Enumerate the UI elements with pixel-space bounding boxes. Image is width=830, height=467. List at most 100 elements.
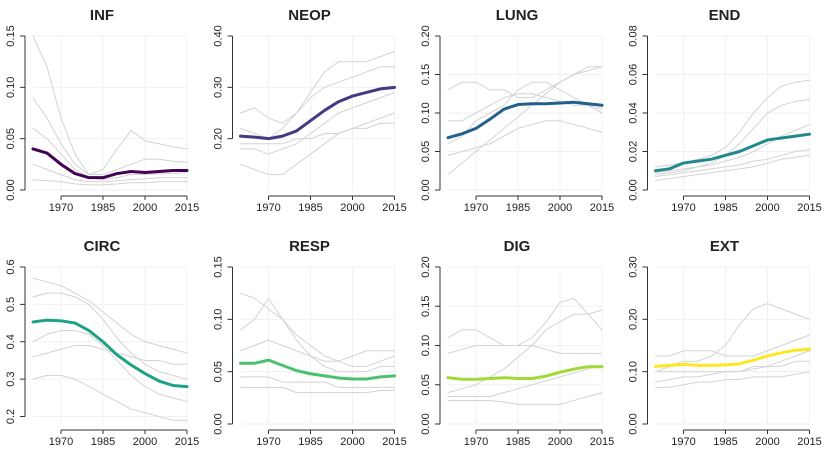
x-tick-label: 2000 [755,436,779,448]
background-line [32,374,188,421]
y-tick-label: 0.15 [5,25,17,46]
x-tick-label: 2015 [382,436,406,448]
panel-title: LUNG [496,7,539,24]
highlight-line [239,85,396,141]
background-line [447,392,603,405]
y-tick-label: 0.05 [420,141,432,162]
x-tick-label: 2015 [590,202,614,214]
y-tick-label: 0.10 [420,102,432,123]
background-line [240,376,395,388]
background-line [655,124,810,174]
y-tick-label: 0.10 [212,309,224,330]
background-line [447,120,603,156]
x-tick-label: 1970 [464,436,488,448]
x-tick-label: 2015 [175,202,199,214]
y-tick-label: 0.3 [5,371,17,386]
x-tick-label: 2015 [175,436,199,448]
background-line [655,99,810,176]
background-line [32,179,188,186]
background-line [240,50,395,124]
y-tick-label: 0.08 [627,25,639,46]
y-tick-label: 0.4 [5,334,17,349]
y-tick-label: 0.6 [5,259,17,274]
panel-title: NEOP [288,7,331,24]
background-line [240,386,395,394]
background-line [447,309,603,394]
background-line [32,127,188,181]
background-line [655,154,810,181]
y-tick-label: 0.20 [420,25,432,46]
x-tick-label: 1970 [671,202,695,214]
y-tick-label: 0.00 [5,179,17,200]
y-tick-label: 0.00 [420,179,432,200]
x-tick-label: 2000 [340,436,364,448]
y-tick-label: 0.10 [5,77,17,98]
y-tick-label: 0.04 [627,102,639,123]
background-line [655,149,810,178]
y-tick-label: 0.30 [627,256,639,277]
y-tick-label: 0.10 [627,361,639,382]
background-line [32,163,188,183]
x-tick-label: 1985 [298,436,322,448]
background-line [240,292,395,367]
highlight-line [654,132,811,173]
x-tick-label: 2000 [340,202,364,214]
background-line [655,334,810,357]
x-tick-label: 1985 [91,436,115,448]
y-tick-label: 0.20 [212,128,224,149]
highlight-line [31,147,189,180]
x-tick-label: 1970 [671,436,695,448]
y-tick-label: 0.06 [627,64,639,85]
background-line [32,292,188,380]
x-tick-label: 2000 [133,436,157,448]
x-tick-label: 2000 [548,436,572,448]
x-tick-label: 2000 [133,202,157,214]
background-line [447,364,603,398]
x-tick-label: 1970 [256,436,280,448]
panel-title: END [709,7,741,24]
x-tick-label: 1985 [713,436,737,448]
x-tick-label: 1985 [506,202,530,214]
y-tick-label: 0.15 [420,296,432,317]
x-tick-label: 1985 [91,202,115,214]
background-line [32,330,188,403]
background-line [447,81,603,145]
background-line [32,277,188,354]
y-tick-label: 0.30 [212,77,224,98]
x-tick-label: 1970 [49,436,73,448]
background-line [32,97,188,176]
x-tick-label: 1970 [256,202,280,214]
y-tick-label: 0.40 [212,25,224,46]
y-tick-label: 0.02 [627,141,639,162]
y-tick-label: 0.5 [5,297,17,312]
highlight-line [446,365,604,381]
background-line [240,91,395,155]
background-line [447,345,603,354]
background-line [447,66,603,176]
background-line [32,345,188,365]
background-line [240,339,395,362]
panel-title: EXT [710,238,739,255]
y-tick-label: 0.20 [420,256,432,277]
y-tick-label: 0.00 [627,413,639,434]
background-line [240,297,395,373]
panel-title: RESP [289,238,330,255]
background-line [240,122,395,145]
y-tick-label: 0.20 [627,309,639,330]
background-line [655,360,810,373]
panel-title: DIG [504,238,531,255]
background-line [240,112,395,176]
background-line [447,66,603,99]
x-tick-label: 1970 [464,202,488,214]
panel-title: INF [90,7,114,24]
y-tick-label: 0.05 [420,374,432,395]
y-tick-label: 0.05 [212,361,224,382]
x-tick-label: 2000 [548,202,572,214]
background-line [655,303,810,373]
x-tick-label: 1985 [506,436,530,448]
x-tick-label: 2000 [755,202,779,214]
x-tick-label: 2015 [382,202,406,214]
x-tick-label: 2015 [797,202,821,214]
